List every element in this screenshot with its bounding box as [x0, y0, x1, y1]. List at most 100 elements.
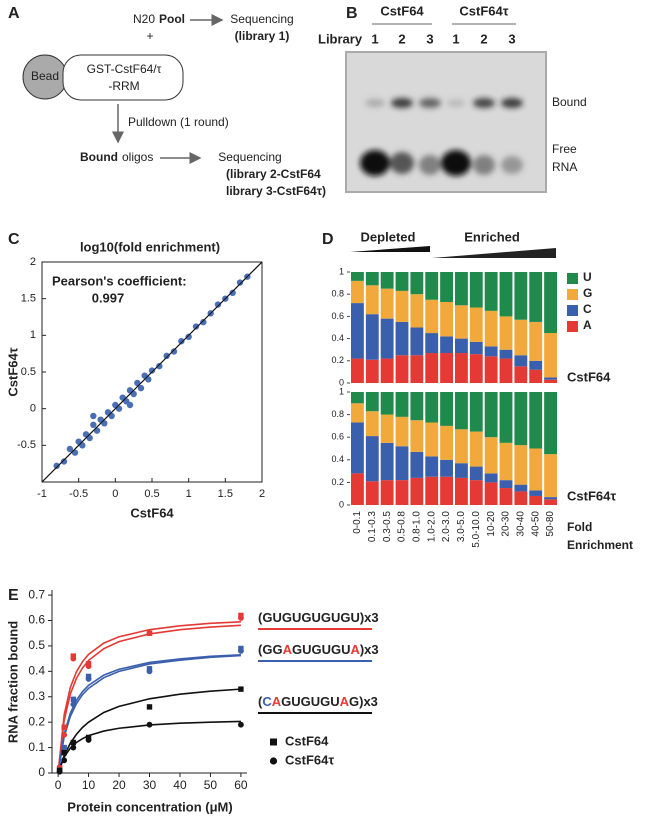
x-tick-label: -0.5 [69, 488, 88, 500]
sequence-label: (CAGUGUGUAG)x3 [258, 694, 378, 709]
legend-label: A [583, 318, 592, 332]
sequence-part: A [283, 642, 293, 657]
depleted-wedge [350, 246, 430, 252]
point [146, 630, 153, 637]
label: Sequencing [218, 150, 281, 164]
bar-segment [395, 480, 409, 505]
x-tick-label: 1.0-2.0 [426, 511, 437, 543]
point [115, 405, 123, 412]
point [137, 384, 145, 392]
y-tick-label: 1 [30, 329, 36, 341]
bar-segment [514, 392, 528, 446]
bar-segment [395, 416, 409, 447]
y-tick-label: 0.4 [331, 333, 344, 343]
text-part: N20 [133, 12, 155, 26]
bar-segment [499, 316, 513, 350]
bar-segment [425, 392, 439, 423]
x-tick-label: 50-80 [545, 511, 556, 537]
y-tick-label: 0.2 [331, 355, 344, 365]
label: 3 [508, 31, 515, 46]
x-tick-label: 40 [173, 778, 187, 792]
legend-swatch [567, 289, 578, 300]
bar-segment [499, 480, 513, 489]
x-tick-label: 0-0.1 [352, 511, 363, 534]
label: (library 2-CstF64 [226, 167, 321, 181]
label: Bead [31, 69, 59, 83]
bar-segment [455, 353, 468, 383]
bar-segment [351, 392, 364, 404]
bar-segment [484, 346, 498, 357]
bar-segment [499, 272, 513, 317]
point [79, 442, 86, 449]
label: Sequencing [230, 12, 293, 26]
bar-segment [425, 272, 439, 300]
y-axis-label: CstF64τ [5, 347, 20, 396]
label: -RRM [108, 79, 139, 93]
bar-segment [544, 454, 557, 498]
protein-shape [62, 54, 184, 101]
bar-segment [529, 272, 543, 322]
bar-segment [440, 336, 453, 354]
label: (library 1) [235, 29, 290, 43]
bar-segment [514, 445, 528, 485]
bar-segment [351, 473, 364, 505]
bar-segment [365, 481, 379, 505]
bar-segment [410, 355, 424, 383]
point [236, 279, 244, 286]
y-tick-label: -0.5 [17, 439, 36, 451]
bar-segment [514, 272, 528, 320]
panel-label: C [8, 231, 20, 248]
sequence-label: (GUGUGUGUGU)x3 [258, 610, 379, 625]
bar-segment [351, 358, 364, 383]
axes [51, 590, 247, 774]
label: 1 [371, 31, 378, 46]
bar-segment [484, 310, 498, 347]
bar-segment [380, 414, 394, 443]
bar-segment [484, 356, 498, 383]
legend-swatch [567, 321, 578, 332]
sequence-part: )x3 [360, 642, 379, 657]
bar-segment [440, 301, 453, 337]
x-tick-label: 20-30 [501, 511, 512, 537]
bar-segment [410, 392, 424, 421]
point [66, 445, 74, 453]
label: RNA [552, 160, 577, 174]
annotation: 0.997 [92, 290, 125, 305]
y-tick-label: 0 [38, 765, 45, 779]
bar-segment [544, 272, 557, 334]
panel-label: E [8, 587, 19, 604]
legend-label: C [583, 302, 592, 316]
bar-segment [455, 477, 468, 505]
bar-segment [544, 333, 557, 378]
bar-segment [514, 355, 528, 367]
sequence-part: A [272, 694, 282, 709]
bar-segment [469, 354, 483, 383]
x-tick-label: 30 [143, 778, 157, 792]
y-tick-label: 0.4 [28, 664, 45, 678]
bar-segment [529, 495, 543, 505]
x-axis-label: Fold [567, 520, 592, 534]
point [70, 696, 77, 702]
bar-segment [425, 476, 439, 505]
bar-segment [469, 307, 483, 342]
legend-swatch [567, 273, 578, 284]
bar-segment [365, 272, 379, 286]
y-tick-label: 0.2 [331, 477, 344, 487]
bar-segment [365, 314, 379, 360]
point [71, 449, 79, 456]
panel-series-label: CstF64τ [567, 488, 616, 503]
y-tick-label: 0 [30, 403, 36, 415]
bar-segment [544, 499, 557, 505]
point [70, 701, 77, 708]
legend-label: U [583, 270, 592, 284]
x-tick-label: 30-40 [515, 511, 526, 537]
x-tick-label: 0 [55, 778, 62, 792]
y-tick-label: 0 [339, 377, 344, 387]
sequence-part: A [340, 694, 350, 709]
bar-segment [544, 379, 557, 383]
y-tick-label: 0.6 [28, 613, 45, 627]
legend-marker [270, 738, 277, 746]
point [70, 739, 77, 746]
point [108, 412, 115, 420]
bar-segment [380, 318, 394, 359]
